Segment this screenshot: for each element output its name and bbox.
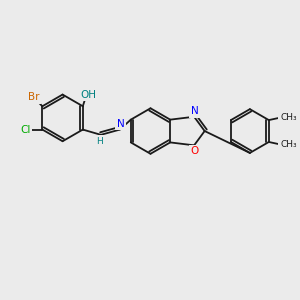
Text: Cl: Cl <box>20 124 31 135</box>
Text: Br: Br <box>28 92 39 102</box>
Text: CH₃: CH₃ <box>280 113 297 122</box>
Text: N: N <box>191 106 199 116</box>
Text: CH₃: CH₃ <box>280 140 297 149</box>
Text: N: N <box>117 119 124 129</box>
Text: OH: OH <box>81 90 97 100</box>
Text: O: O <box>190 146 199 156</box>
Text: H: H <box>96 137 103 146</box>
